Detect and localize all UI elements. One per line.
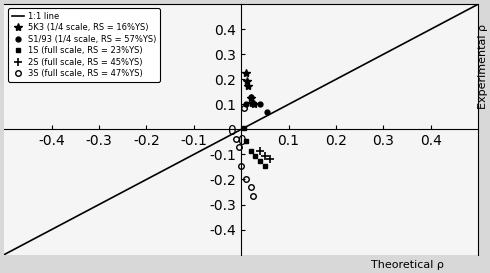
Line: 5K3 (1/4 scale, RS = 16%YS): 5K3 (1/4 scale, RS = 16%YS) xyxy=(242,69,259,109)
5K3 (1/4 scale, RS = 16%YS) xyxy=(251,103,257,106)
1S (full scale, RS = 23%YS) xyxy=(257,159,263,162)
Line: 2S (full scale, RS = 45%YS): 2S (full scale, RS = 45%YS) xyxy=(256,147,274,164)
3S (full scale, RS = 47%YS) xyxy=(248,185,254,189)
5K3 (1/4 scale, RS = 16%YS) xyxy=(249,102,255,105)
2S (full scale, RS = 45%YS) xyxy=(262,154,268,157)
Line: 3S (full scale, RS = 47%YS): 3S (full scale, RS = 47%YS) xyxy=(234,105,256,198)
1S (full scale, RS = 23%YS) xyxy=(241,126,246,130)
3S (full scale, RS = 47%YS) xyxy=(250,194,256,197)
Line: 1S (full scale, RS = 23%YS): 1S (full scale, RS = 23%YS) xyxy=(241,126,268,168)
3S (full scale, RS = 47%YS) xyxy=(241,106,246,110)
3S (full scale, RS = 47%YS) xyxy=(234,138,240,141)
5K3 (1/4 scale, RS = 16%YS) xyxy=(245,84,251,87)
Line: S1/93 (1/4 scale, RS = 57%YS): S1/93 (1/4 scale, RS = 57%YS) xyxy=(241,92,272,117)
5K3 (1/4 scale, RS = 16%YS) xyxy=(248,96,254,100)
2S (full scale, RS = 45%YS) xyxy=(257,149,263,152)
S1/93 (1/4 scale, RS = 57%YS) xyxy=(243,103,249,106)
1S (full scale, RS = 23%YS) xyxy=(262,164,268,167)
S1/93 (1/4 scale, RS = 57%YS) xyxy=(257,103,263,106)
S1/93 (1/4 scale, RS = 57%YS) xyxy=(248,95,254,99)
1S (full scale, RS = 23%YS) xyxy=(252,154,258,157)
3S (full scale, RS = 47%YS) xyxy=(236,145,242,149)
3S (full scale, RS = 47%YS) xyxy=(243,178,249,181)
X-axis label: Theoretical ρ: Theoretical ρ xyxy=(371,260,443,270)
Legend: 1:1 line, 5K3 (1/4 scale, RS = 16%YS), S1/93 (1/4 scale, RS = 57%YS), 1S (full s: 1:1 line, 5K3 (1/4 scale, RS = 16%YS), S… xyxy=(8,8,160,82)
S1/93 (1/4 scale, RS = 57%YS) xyxy=(264,110,270,114)
5K3 (1/4 scale, RS = 16%YS) xyxy=(243,72,249,75)
Y-axis label: Experimental ρ: Experimental ρ xyxy=(478,24,488,109)
5K3 (1/4 scale, RS = 16%YS) xyxy=(244,79,250,82)
1S (full scale, RS = 23%YS) xyxy=(248,149,254,152)
2S (full scale, RS = 45%YS) xyxy=(267,158,272,161)
3S (full scale, RS = 47%YS) xyxy=(238,164,244,167)
1S (full scale, RS = 23%YS) xyxy=(243,139,249,142)
